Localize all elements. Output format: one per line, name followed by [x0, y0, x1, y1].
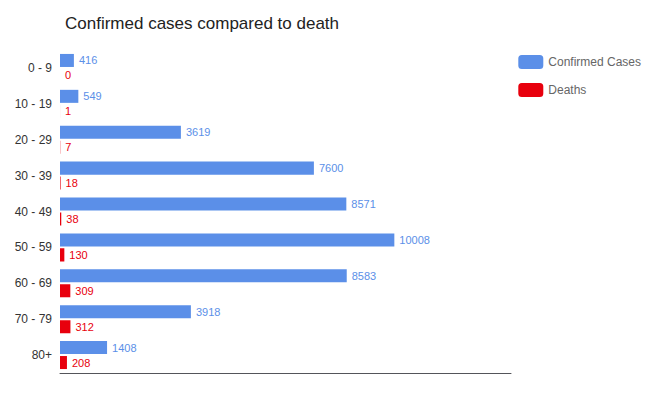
svg-text:0 - 9: 0 - 9 [28, 61, 52, 75]
svg-text:1: 1 [65, 105, 71, 117]
svg-text:7600: 7600 [319, 162, 343, 174]
svg-text:20 - 29: 20 - 29 [15, 133, 53, 147]
svg-text:3619: 3619 [186, 126, 210, 138]
svg-text:7: 7 [65, 141, 71, 153]
svg-text:18: 18 [66, 177, 78, 189]
svg-text:309: 309 [75, 285, 93, 297]
svg-text:130: 130 [69, 249, 87, 261]
svg-text:8583: 8583 [352, 270, 376, 282]
svg-text:Confirmed cases compared to de: Confirmed cases compared to death [65, 14, 339, 33]
svg-text:Deaths: Deaths [548, 83, 586, 97]
svg-text:416: 416 [79, 54, 97, 66]
svg-text:40 - 49: 40 - 49 [15, 205, 53, 219]
svg-text:38: 38 [66, 213, 78, 225]
svg-text:60 - 69: 60 - 69 [15, 276, 53, 290]
svg-text:1408: 1408 [112, 342, 136, 354]
svg-text:0: 0 [65, 69, 71, 81]
svg-text:549: 549 [83, 90, 101, 102]
svg-text:80+: 80+ [32, 348, 52, 362]
svg-text:208: 208 [72, 357, 90, 369]
svg-text:Confirmed Cases: Confirmed Cases [548, 55, 641, 69]
svg-text:3918: 3918 [196, 306, 220, 318]
svg-text:312: 312 [75, 321, 93, 333]
svg-text:10008: 10008 [399, 234, 430, 246]
svg-text:70 - 79: 70 - 79 [15, 312, 53, 326]
svg-text:8571: 8571 [351, 198, 375, 210]
svg-text:50 - 59: 50 - 59 [15, 240, 53, 254]
svg-text:30 - 39: 30 - 39 [15, 169, 53, 183]
svg-text:10 - 19: 10 - 19 [15, 97, 53, 111]
